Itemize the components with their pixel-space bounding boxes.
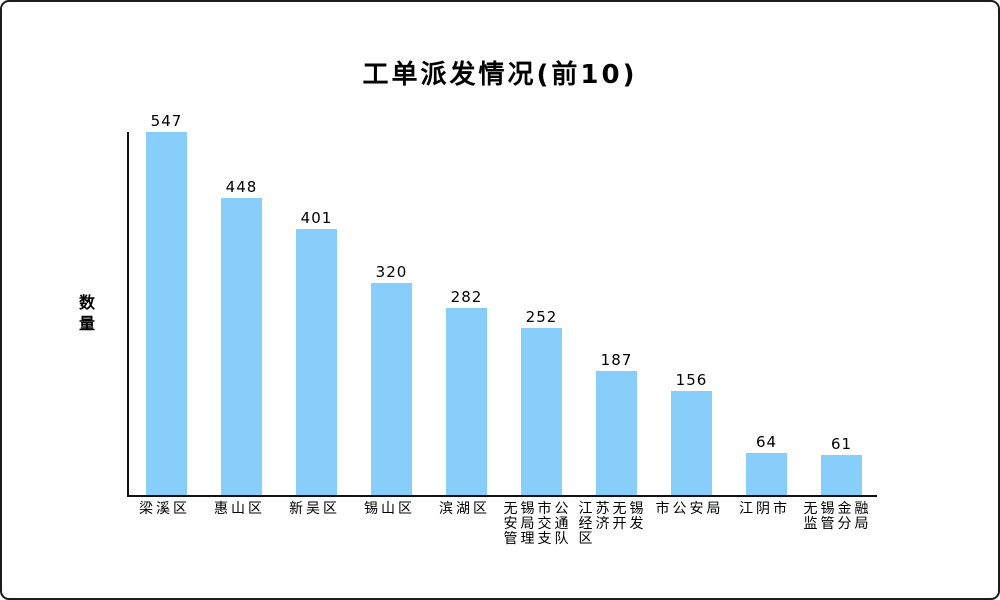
x-tick-slot: 江阴市 xyxy=(727,502,802,547)
bar-slot: 320 xyxy=(354,264,429,495)
bar-slot: 187 xyxy=(579,352,654,495)
bar-slot: 448 xyxy=(204,179,279,495)
x-axis-tick-label: 江阴市 xyxy=(739,501,790,517)
x-tick-slot: 市公安局 xyxy=(652,502,727,547)
x-axis-tick-label: 江苏无锡经济开发区 xyxy=(578,501,647,547)
x-axis-tick-label: 惠山区 xyxy=(214,501,265,517)
bar-slot: 252 xyxy=(504,309,579,495)
bar-slot: 61 xyxy=(804,436,879,495)
x-tick-slot: 新吴区 xyxy=(277,502,352,547)
x-tick-slot: 滨湖区 xyxy=(427,502,502,547)
y-axis-label: 数量 xyxy=(76,294,95,336)
bar-value-label: 547 xyxy=(150,112,183,130)
bar-value-label: 320 xyxy=(375,263,408,281)
bar[interactable] xyxy=(746,453,787,495)
bar-slot: 282 xyxy=(429,289,504,495)
bar[interactable] xyxy=(146,132,187,495)
x-axis-labels: 梁溪区 惠山区 新吴区 锡山区 滨湖区 无锡市公安局交通管理支队 江苏无锡经济开发区 市公安局… xyxy=(127,502,877,547)
bar[interactable] xyxy=(371,283,412,495)
bars-container: 547 448 401 320 282 252 187 156 64 61 xyxy=(129,113,879,495)
x-tick-slot: 锡山区 xyxy=(352,502,427,547)
x-tick-slot: 无锡市公安局交通管理支队 xyxy=(502,502,577,547)
x-axis-tick-label: 锡山区 xyxy=(364,501,415,517)
x-axis-tick-label: 市公安局 xyxy=(655,501,724,517)
plot-area: 547 448 401 320 282 252 187 156 64 61 xyxy=(127,113,879,497)
x-tick-slot: 无锡金融监管分局 xyxy=(802,502,877,547)
x-axis-tick-label: 无锡金融监管分局 xyxy=(803,501,872,532)
bar-value-label: 187 xyxy=(600,351,633,369)
bar-slot: 156 xyxy=(654,372,729,495)
x-tick-slot: 惠山区 xyxy=(202,502,277,547)
x-axis-tick-label: 无锡市公安局交通管理支队 xyxy=(503,501,572,547)
x-tick-slot: 江苏无锡经济开发区 xyxy=(577,502,652,547)
bar[interactable] xyxy=(596,371,637,495)
bar-slot: 64 xyxy=(729,434,804,495)
x-tick-slot: 梁溪区 xyxy=(127,502,202,547)
bar[interactable] xyxy=(296,229,337,495)
bar-slot: 401 xyxy=(279,210,354,495)
bar-value-label: 61 xyxy=(830,435,853,453)
x-axis-tick-label: 梁溪区 xyxy=(139,501,190,517)
bar[interactable] xyxy=(521,328,562,495)
bar-value-label: 282 xyxy=(450,288,483,306)
bar-value-label: 252 xyxy=(525,308,558,326)
bar-value-label: 401 xyxy=(300,209,333,227)
bar[interactable] xyxy=(671,391,712,495)
bar[interactable] xyxy=(821,455,862,495)
x-axis-tick-label: 新吴区 xyxy=(289,501,340,517)
bar-value-label: 448 xyxy=(225,178,258,196)
bar[interactable] xyxy=(221,198,262,495)
x-axis-tick-label: 滨湖区 xyxy=(439,501,490,517)
bar-slot: 547 xyxy=(129,113,204,495)
bar-value-label: 64 xyxy=(755,433,778,451)
bar[interactable] xyxy=(446,308,487,495)
chart-title: 工单派发情况(前10) xyxy=(362,60,638,90)
bar-value-label: 156 xyxy=(675,371,708,389)
